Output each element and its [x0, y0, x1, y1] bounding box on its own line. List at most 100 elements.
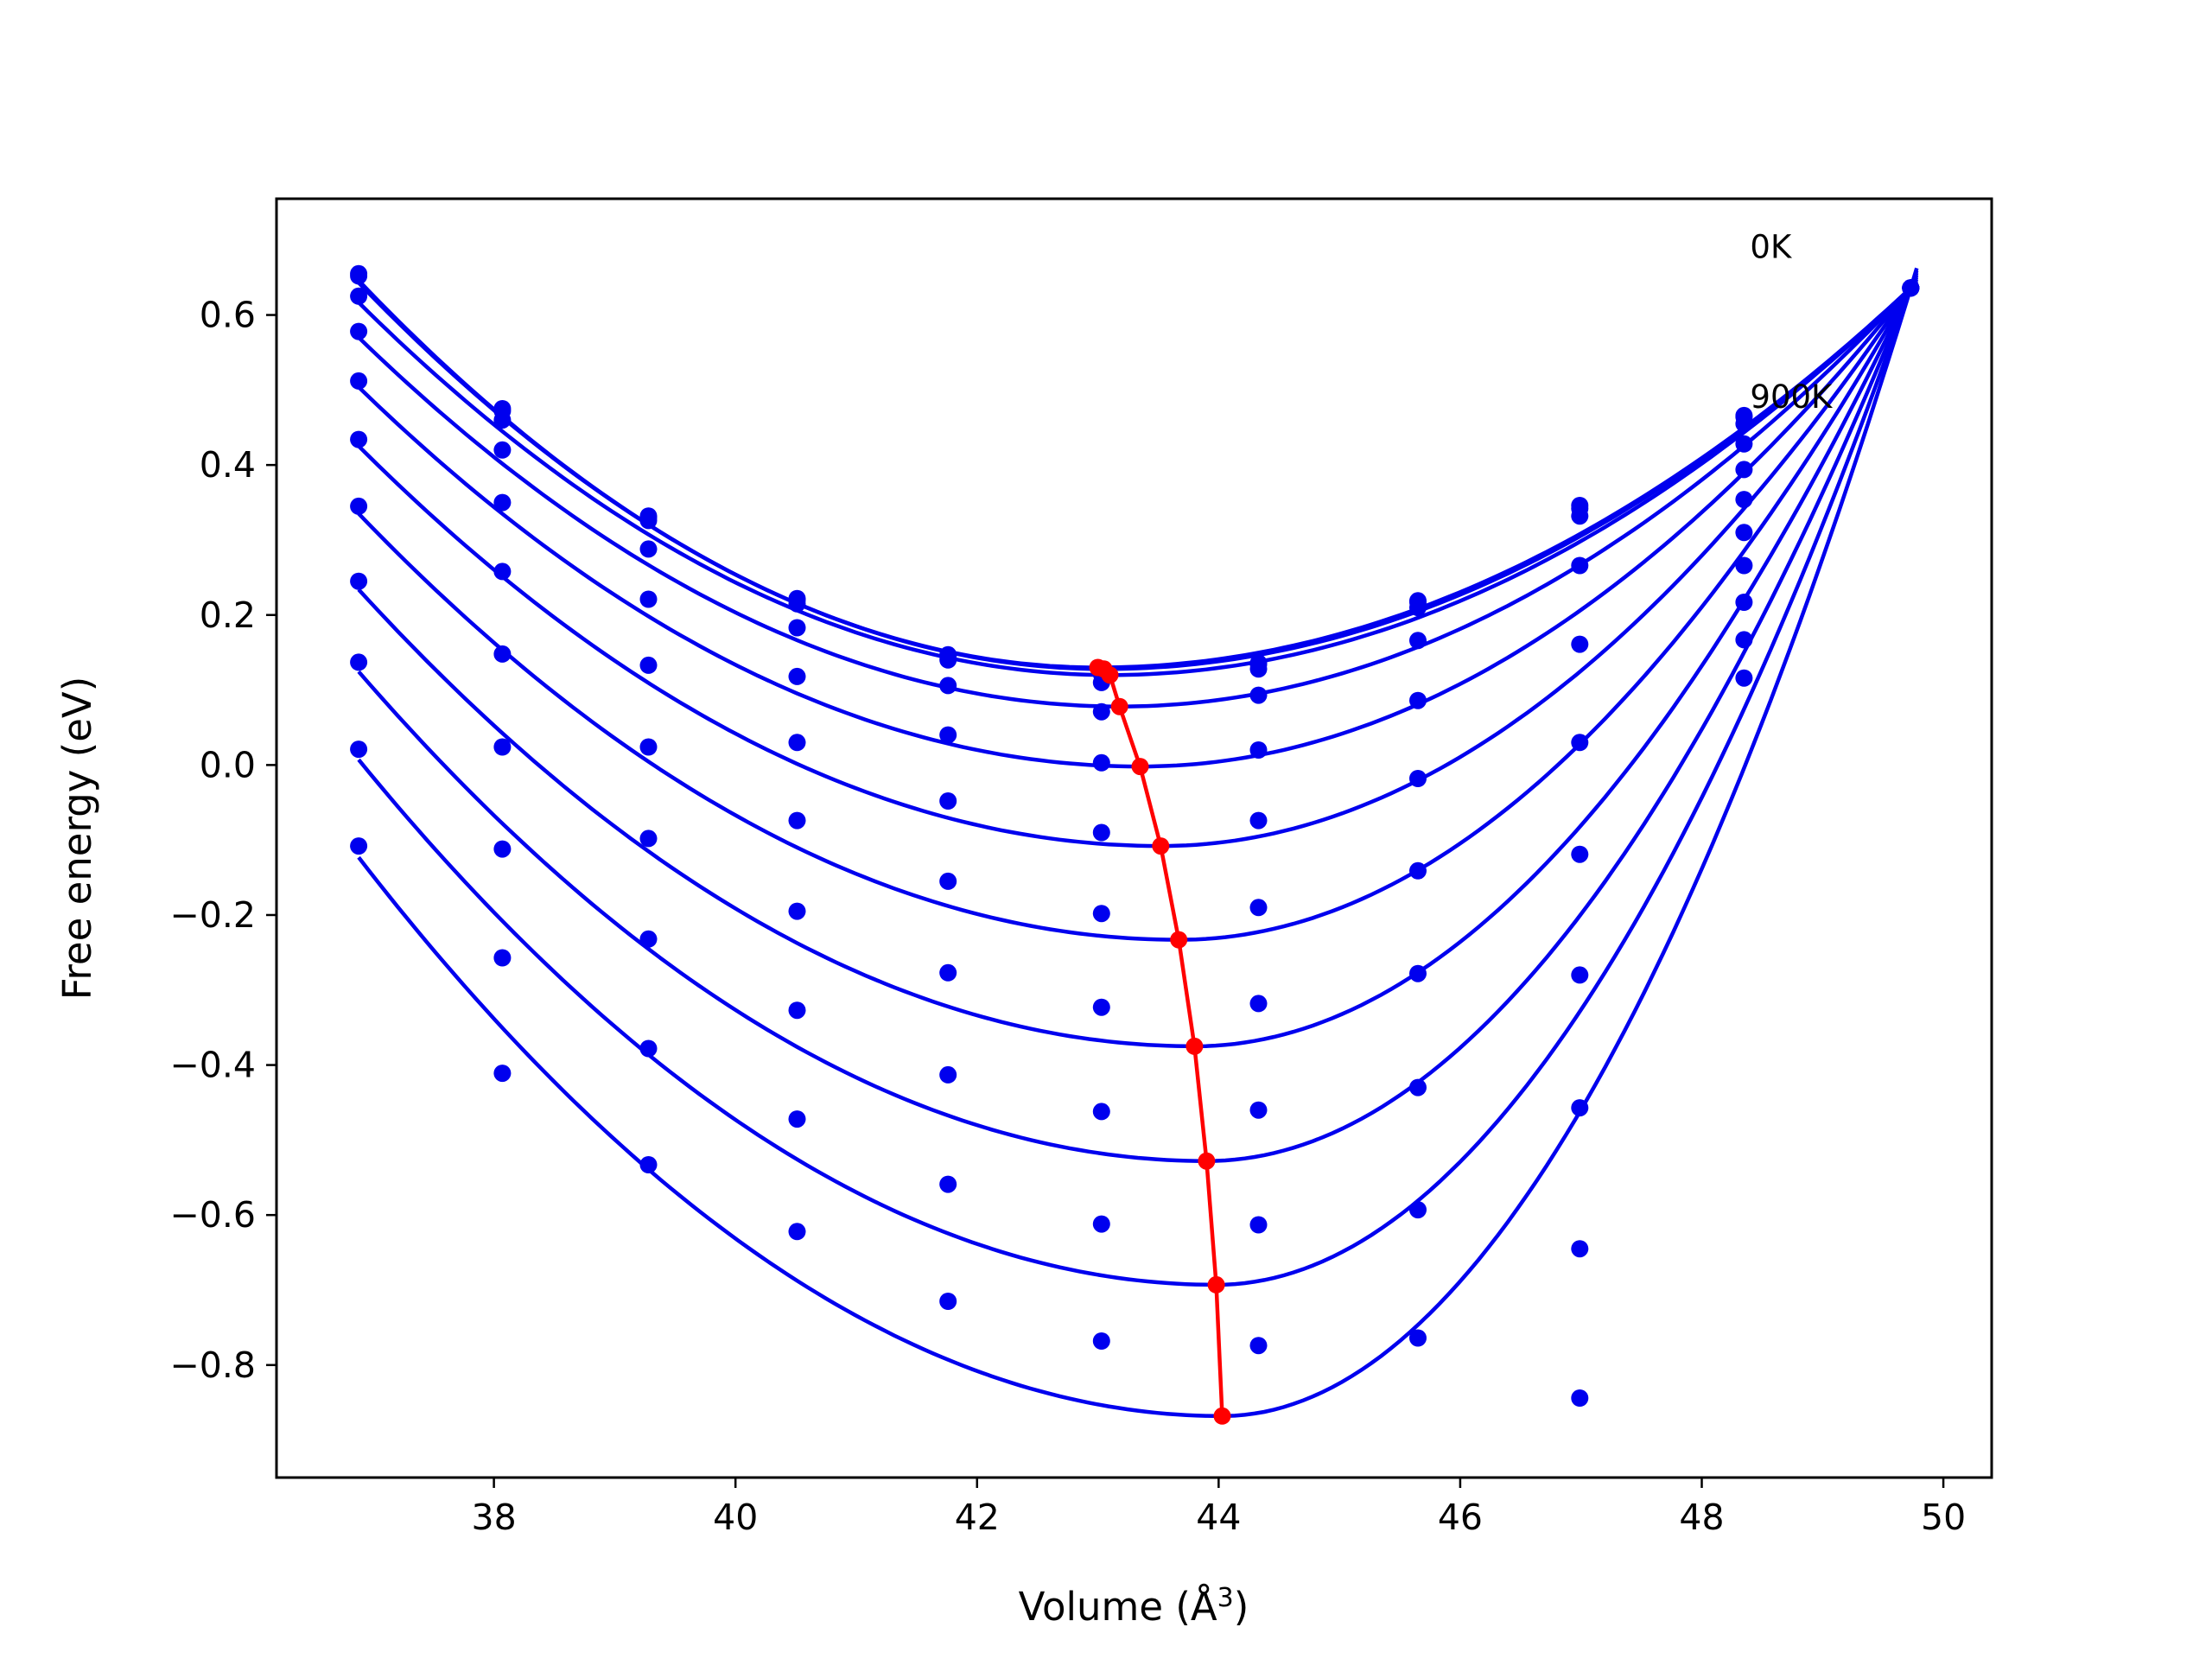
- data-point-5-8: [1571, 734, 1589, 752]
- data-point-1-0: [350, 267, 368, 285]
- y-tick-label: −0.2: [169, 894, 256, 936]
- data-point-10-10: [1902, 279, 1920, 297]
- data-point-4-9: [1735, 461, 1753, 479]
- data-point-10-3: [788, 1223, 806, 1241]
- fit-curve-9: [357, 270, 1919, 1287]
- data-point-5-4: [939, 792, 957, 810]
- data-point-5-1: [493, 563, 512, 581]
- data-point-3-5: [1092, 702, 1110, 721]
- minimum-point-3: [1110, 697, 1128, 715]
- data-point-2-3: [788, 594, 806, 613]
- data-point-4-8: [1571, 635, 1589, 653]
- data-point-5-7: [1409, 770, 1427, 787]
- minimum-point-5: [1152, 837, 1170, 855]
- data-point-7-7: [1409, 964, 1427, 982]
- data-point-10-5: [1092, 1332, 1110, 1350]
- data-point-4-3: [788, 667, 806, 685]
- data-point-4-2: [639, 590, 658, 608]
- minimum-point-2: [1101, 666, 1119, 684]
- minimum-point-7: [1185, 1037, 1204, 1055]
- data-point-5-3: [788, 734, 806, 752]
- minimum-point-6: [1170, 931, 1188, 949]
- data-point-4-1: [493, 493, 512, 512]
- x-tick-label: 50: [1921, 1497, 1966, 1538]
- data-point-10-9: [1735, 669, 1753, 687]
- data-point-6-5: [1092, 905, 1110, 923]
- y-tick-label: 0.4: [200, 444, 256, 486]
- data-point-2-8: [1571, 507, 1589, 525]
- data-point-7-3: [788, 902, 806, 920]
- data-point-10-1: [493, 1065, 512, 1083]
- fit-curve-6: [357, 276, 1919, 942]
- data-point-6-2: [639, 738, 658, 756]
- x-tick-label: 40: [713, 1497, 758, 1538]
- data-point-4-5: [1092, 753, 1110, 772]
- y-tick-label: 0.0: [200, 744, 256, 785]
- data-point-7-1: [493, 738, 512, 756]
- fit-curve-10: [357, 267, 1919, 1419]
- data-point-6-4: [939, 872, 957, 890]
- data-point-5-2: [639, 656, 658, 674]
- x-axis-label-sup: 3: [1217, 1583, 1234, 1613]
- data-point-2-6: [1249, 660, 1268, 678]
- y-axis-ticks: −0.8 −0.6 −0.4 −0.2 0.0 0.2 0.4 0.6: [169, 295, 276, 1386]
- data-point-9-0: [350, 741, 368, 759]
- data-point-6-8: [1571, 845, 1589, 863]
- data-point-5-6: [1249, 811, 1268, 830]
- data-point-6-3: [788, 811, 806, 830]
- minimum-curve: [1089, 658, 1231, 1425]
- y-tick-label: −0.6: [169, 1194, 256, 1236]
- fit-curve-1: [357, 281, 1918, 671]
- data-point-7-2: [639, 830, 658, 848]
- data-point-10-4: [939, 1293, 957, 1310]
- data-point-9-2: [639, 1039, 658, 1058]
- annotation-0: 0K: [1750, 228, 1793, 265]
- minimum-point-9: [1207, 1275, 1225, 1294]
- data-point-9-6: [1249, 1216, 1268, 1234]
- data-point-8-3: [788, 1001, 806, 1020]
- annotation-1: 900K: [1750, 378, 1834, 416]
- data-point-9-5: [1092, 1215, 1110, 1233]
- fit-curve-3: [357, 280, 1918, 709]
- fit-curve-7: [357, 274, 1919, 1049]
- data-point-4-0: [350, 372, 368, 390]
- data-point-7-4: [939, 963, 957, 982]
- plot-frame: [275, 197, 1993, 1479]
- data-point-4-7: [1409, 691, 1427, 709]
- data-point-8-4: [939, 1065, 957, 1084]
- data-point-2-1: [493, 411, 512, 429]
- x-axis-ticks: 38 40 42 44 46 48 50: [472, 1478, 1966, 1538]
- minimum-point-10: [1213, 1407, 1231, 1425]
- data-point-9-1: [493, 949, 512, 967]
- x-axis-label: Volume (Å3): [1019, 1583, 1249, 1630]
- data-point-2-4: [939, 651, 957, 669]
- data-point-8-6: [1249, 1101, 1268, 1119]
- data-point-2-2: [639, 512, 658, 530]
- minimum-point-8: [1198, 1152, 1216, 1170]
- data-point-8-5: [1092, 1103, 1110, 1121]
- y-tick-label: −0.8: [169, 1344, 256, 1386]
- data-point-9-4: [939, 1175, 957, 1193]
- data-point-6-9: [1735, 524, 1753, 542]
- data-point-8-2: [639, 930, 658, 948]
- x-tick-label: 44: [1196, 1497, 1241, 1538]
- data-point-5-9: [1735, 491, 1753, 509]
- data-point-3-6: [1249, 686, 1268, 704]
- data-point-4-6: [1249, 741, 1268, 759]
- data-point-3-4: [939, 677, 957, 695]
- data-point-9-3: [788, 1110, 806, 1128]
- data-point-9-9: [1735, 631, 1753, 649]
- data-point-3-3: [788, 619, 806, 637]
- data-point-7-8: [1571, 966, 1589, 984]
- data-point-6-6: [1249, 899, 1268, 917]
- y-tick-label: 0.6: [200, 295, 256, 336]
- data-point-3-0: [350, 322, 368, 340]
- data-point-3-1: [493, 441, 512, 459]
- data-point-6-7: [1409, 861, 1427, 880]
- data-point-6-0: [350, 497, 368, 515]
- data-point-3-8: [1571, 556, 1589, 575]
- data-point-6-1: [493, 645, 512, 663]
- data-point-3-2: [639, 540, 658, 558]
- data-point-7-5: [1092, 998, 1110, 1016]
- y-tick-label: −0.4: [169, 1045, 256, 1086]
